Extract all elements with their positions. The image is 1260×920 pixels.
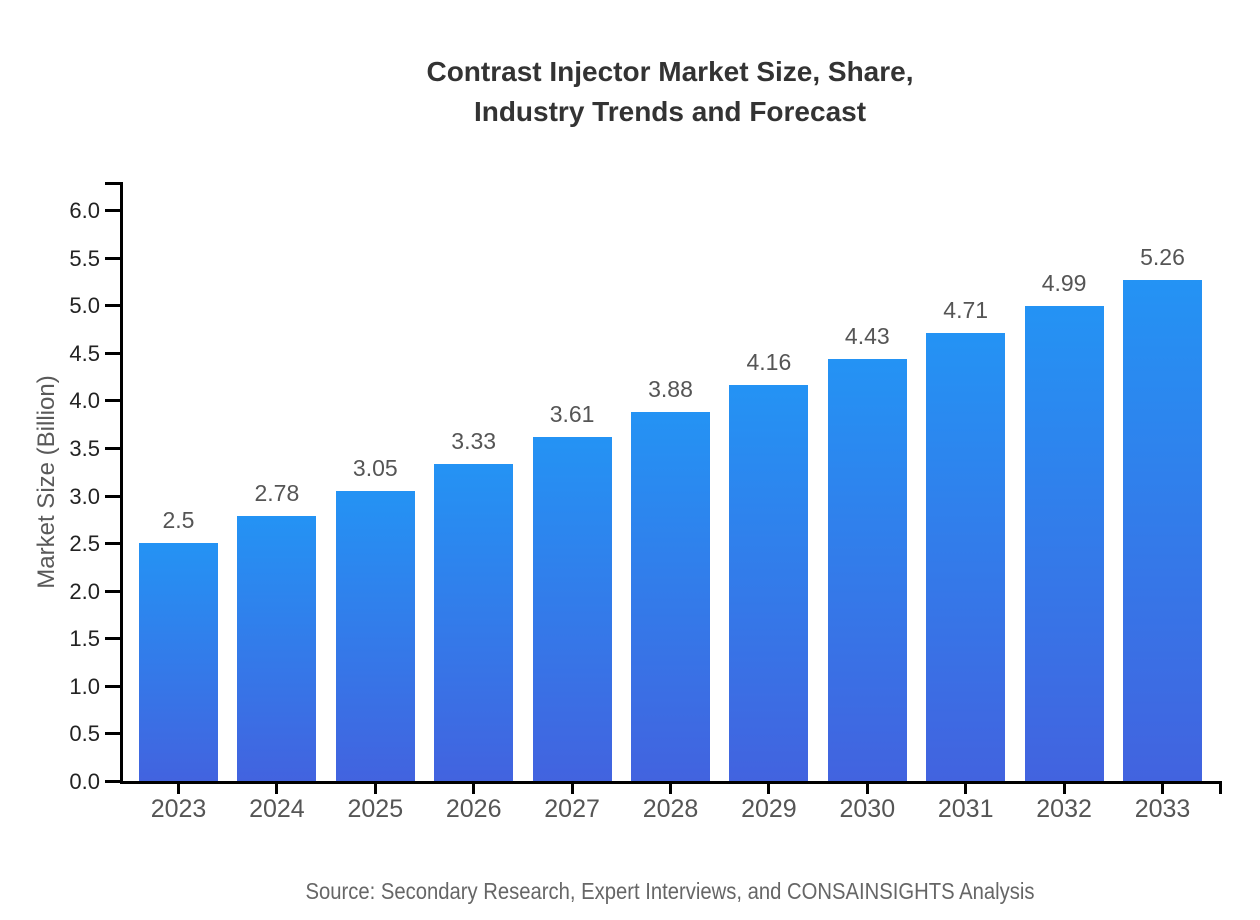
x-tick xyxy=(1062,784,1066,794)
bar-2033 xyxy=(1123,280,1202,781)
y-tick-label: 1.0 xyxy=(69,673,100,699)
x-tick-label: 2030 xyxy=(839,795,896,823)
y-tick xyxy=(105,351,120,355)
y-tick-label: 4.0 xyxy=(69,388,100,414)
x-axis-right-cap xyxy=(1219,781,1222,794)
y-tick-label: 3.0 xyxy=(69,483,100,509)
bar-2025 xyxy=(335,490,415,781)
x-tick xyxy=(570,784,574,794)
y-tick-label: 2.0 xyxy=(69,578,100,604)
y-tick xyxy=(105,780,120,783)
bar-value-label: 3.88 xyxy=(648,375,693,402)
bar-value-label: 4.43 xyxy=(844,323,890,350)
x-tick xyxy=(669,784,672,794)
source-caption: Source: Secondary Research, Expert Inter… xyxy=(305,878,1035,904)
bar-2023 xyxy=(139,543,218,781)
x-tick-label: 2029 xyxy=(741,795,797,823)
x-tick-label: 2026 xyxy=(445,795,502,823)
x-tick xyxy=(767,784,771,794)
bar-value-label: 4.16 xyxy=(746,349,792,376)
bar-value-label: 4.71 xyxy=(943,296,989,323)
x-tick xyxy=(373,784,377,794)
x-axis-line xyxy=(120,781,1222,784)
y-tick xyxy=(105,256,120,260)
y-tick-label: 3.5 xyxy=(69,435,100,461)
bar-value-label: 2.5 xyxy=(162,507,195,534)
x-tick xyxy=(865,784,869,794)
x-tick-label: 2024 xyxy=(249,795,305,823)
bar-2024 xyxy=(237,516,317,781)
y-tick-label: 1.5 xyxy=(69,626,100,652)
bar-value-label: 4.99 xyxy=(1041,270,1087,297)
x-tick xyxy=(472,784,476,794)
y-tick xyxy=(105,637,120,641)
y-tick-label: 0.0 xyxy=(69,769,100,794)
x-tick xyxy=(177,784,180,794)
x-tick xyxy=(275,784,279,794)
bar-2028 xyxy=(631,411,710,781)
bar-value-label: 2.78 xyxy=(254,480,300,507)
y-tick-label: 0.5 xyxy=(69,721,100,747)
y-tick xyxy=(105,446,120,450)
y-tick xyxy=(105,542,120,546)
bar-2032 xyxy=(1024,306,1104,781)
y-tick xyxy=(105,494,120,498)
x-tick-label: 2025 xyxy=(347,795,404,823)
bar-2030 xyxy=(827,359,907,781)
y-tick xyxy=(105,732,120,736)
y-tick xyxy=(105,209,120,212)
chart-title-line-2: Industry Trends and Forecast xyxy=(473,96,867,127)
y-axis-top-cap xyxy=(105,182,120,185)
bar-2027 xyxy=(532,437,612,781)
y-tick-label: 5.5 xyxy=(69,245,100,271)
x-tick xyxy=(1161,784,1164,794)
bar-2029 xyxy=(729,385,809,781)
y-tick-label: 4.5 xyxy=(69,340,100,366)
y-tick-label: 6.0 xyxy=(69,198,100,223)
x-tick-label: 2031 xyxy=(937,795,994,823)
bar-2031 xyxy=(926,332,1006,781)
bar-value-label: 5.26 xyxy=(1140,244,1185,271)
x-tick xyxy=(964,784,968,794)
bar-value-label: 3.61 xyxy=(549,401,595,428)
chart-title-line-1: Contrast Injector Market Size, Share, xyxy=(426,56,914,87)
x-tick-label: 2033 xyxy=(1134,795,1191,823)
bar-2026 xyxy=(434,464,514,781)
x-tick-label: 2027 xyxy=(544,795,600,823)
x-tick-label: 2032 xyxy=(1036,795,1092,823)
y-tick xyxy=(105,684,120,688)
y-tick-label: 5.0 xyxy=(69,293,100,319)
y-tick-label: 2.5 xyxy=(69,531,100,557)
bar-value-label: 3.05 xyxy=(352,454,398,481)
chart-title: Contrast Injector Market Size, Share, In… xyxy=(120,52,1220,132)
x-tick-label: 2028 xyxy=(642,795,699,823)
y-tick xyxy=(105,304,120,308)
x-tick-label: 2023 xyxy=(150,795,207,823)
y-axis-line xyxy=(120,182,123,784)
y-tick xyxy=(105,399,120,403)
y-tick xyxy=(105,589,120,593)
bar-value-label: 3.33 xyxy=(451,428,497,455)
